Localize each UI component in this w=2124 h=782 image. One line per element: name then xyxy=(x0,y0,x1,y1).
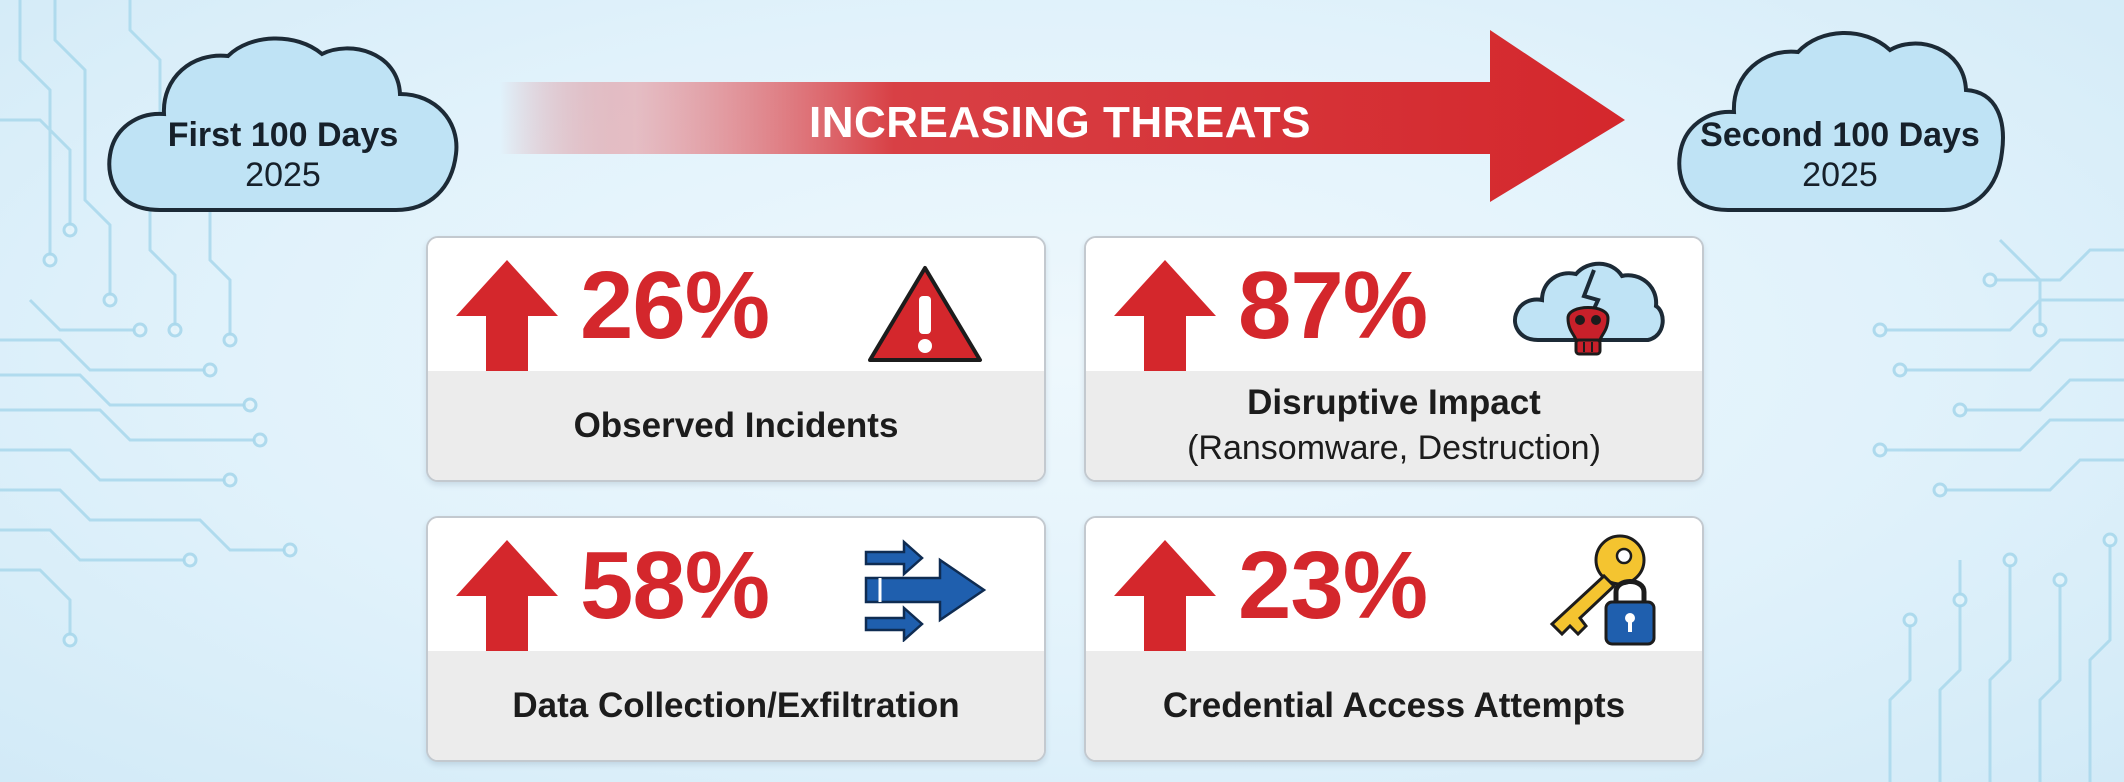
percent-value: 87% xyxy=(1238,252,1428,359)
card-caption: Credential Access Attempts xyxy=(1086,651,1702,760)
second-100-days-cloud: Second 100 Days 2025 xyxy=(1672,22,2008,216)
increasing-threats-arrow: INCREASING THREATS xyxy=(500,30,1630,206)
arrow-label: INCREASING THREATS xyxy=(809,98,1311,147)
card-label: Disruptive Impact xyxy=(1247,383,1541,422)
warning-triangle-icon xyxy=(868,266,982,362)
left-cloud-title: First 100 Days xyxy=(167,116,399,154)
up-arrow-icon xyxy=(456,540,558,653)
up-arrow-icon xyxy=(456,260,558,373)
card-caption: Observed Incidents xyxy=(428,371,1044,480)
card-caption: Data Collection/Exfiltration xyxy=(428,651,1044,760)
disruptive-impact-card: 87% Disruptive Impact (Ransomware, Destr… xyxy=(1084,236,1704,482)
card-top: 87% xyxy=(1086,238,1702,373)
right-cloud-title: Second 100 Days xyxy=(1700,116,1980,154)
card-top: 58% xyxy=(428,518,1044,653)
card-caption: Disruptive Impact (Ransomware, Destructi… xyxy=(1086,371,1702,480)
up-arrow-icon xyxy=(1114,260,1216,373)
right-cloud-year: 2025 xyxy=(1802,156,1878,194)
card-top: 26% xyxy=(428,238,1044,373)
cloud-shape-icon xyxy=(1677,31,2005,212)
left-cloud-year: 2025 xyxy=(245,156,321,194)
card-label: Credential Access Attempts xyxy=(1162,685,1626,725)
percent-value: 26% xyxy=(580,252,770,359)
card-sublabel: (Ransomware, Destruction) xyxy=(1187,429,1601,467)
up-arrow-icon xyxy=(1114,540,1216,653)
data-transfer-arrows-icon xyxy=(864,539,987,642)
data-exfiltration-card: 58% Data Collection/Exfiltration xyxy=(426,516,1046,762)
credential-access-card: 23% Credential Access Attempts xyxy=(1084,516,1704,762)
cloud-shape-icon xyxy=(107,36,459,212)
card-label: Observed Incidents xyxy=(573,405,899,445)
observed-incidents-card: 26% Observed Incidents xyxy=(426,236,1046,482)
cloud-skull-icon xyxy=(1513,261,1665,356)
card-label: Data Collection/Exfiltration xyxy=(512,685,960,725)
percent-value: 23% xyxy=(1238,532,1428,639)
card-top: 23% xyxy=(1086,518,1702,653)
right-arrow-icon xyxy=(500,30,1625,202)
percent-value: 58% xyxy=(580,532,770,639)
key-lock-icon xyxy=(1549,534,1656,646)
first-100-days-cloud: First 100 Days 2025 xyxy=(100,30,466,216)
